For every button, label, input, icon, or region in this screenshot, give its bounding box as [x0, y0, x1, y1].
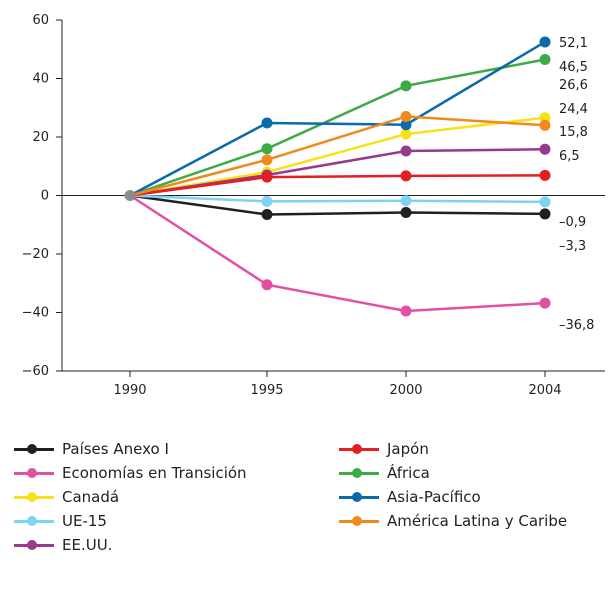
y-tick-label: 0	[41, 189, 49, 204]
legend-label: Asia-Pacífico	[387, 488, 481, 506]
y-tick-label: −40	[22, 306, 49, 321]
legend-item: EE.UU.	[12, 534, 112, 556]
legend-label: Canadá	[62, 488, 120, 506]
legend-item: Canadá	[12, 486, 119, 508]
chart-legend: Países Anexo I Economías en Transición Can…	[0, 438, 611, 588]
data-point	[400, 305, 412, 317]
data-point	[539, 36, 551, 48]
series-line	[129, 58, 546, 197]
series-line	[129, 148, 546, 197]
data-point	[539, 53, 551, 65]
data-point	[539, 208, 551, 220]
end-label: 52,1	[559, 36, 588, 51]
x-tick-label: 1990	[113, 383, 146, 398]
y-tick-label: 40	[32, 72, 49, 87]
end-label: 6,5	[559, 149, 580, 164]
legend-marker-icon	[12, 438, 56, 460]
data-point	[400, 80, 412, 92]
data-point	[539, 169, 551, 181]
series-6	[129, 53, 551, 197]
series-line	[129, 116, 546, 197]
y-tick-label: 60	[32, 13, 49, 28]
data-point	[539, 297, 551, 309]
legend-label: América Latina y Caribe	[387, 512, 568, 530]
end-label: –3,3	[559, 239, 586, 254]
end-label: 24,4	[559, 102, 588, 117]
end-value-labels: –3,3 –36,8 26,6 –0,9 15,8 6,5 46,5 52,1 24,4	[559, 36, 594, 333]
legend-marker-icon	[12, 486, 56, 508]
y-axis-ticks: 60 40 20 0 −20 −40 −60	[22, 13, 62, 379]
x-tick-label: 2004	[528, 383, 561, 398]
data-point	[539, 119, 551, 131]
series-line	[129, 194, 546, 204]
series-line	[129, 115, 546, 197]
data-point	[400, 111, 412, 123]
series-line	[129, 40, 546, 197]
data-point	[400, 206, 412, 218]
end-label: 26,6	[559, 78, 588, 93]
legend-label: UE-15	[62, 512, 107, 530]
data-point	[261, 209, 273, 221]
legend-marker-icon	[12, 534, 56, 556]
data-point	[539, 112, 551, 124]
data-point	[261, 143, 273, 155]
legend-item: Japón	[337, 438, 429, 460]
legend-marker-icon	[12, 462, 56, 484]
origin-point	[124, 190, 136, 201]
data-point	[261, 279, 273, 291]
data-point	[261, 171, 273, 183]
legend-marker-icon	[12, 510, 56, 532]
series-line	[129, 194, 546, 216]
y-tick-label: −20	[22, 247, 49, 262]
data-point	[400, 119, 412, 131]
data-point	[400, 145, 412, 157]
data-point	[261, 117, 273, 129]
x-tick-label: 1995	[250, 383, 283, 398]
x-tick-label: 2000	[389, 383, 422, 398]
legend-item: Economías en Transición	[12, 462, 247, 484]
legend-label: EE.UU.	[62, 536, 113, 554]
data-point	[539, 143, 551, 155]
legend-label: Países Anexo I	[62, 440, 169, 458]
y-tick-label: 20	[32, 130, 49, 145]
legend-marker-icon	[337, 510, 381, 532]
legend-item: UE-15	[12, 510, 107, 532]
y-tick-label: −60	[22, 364, 49, 379]
data-point	[261, 154, 273, 166]
end-label: 15,8	[559, 125, 588, 140]
data-point	[400, 170, 412, 182]
data-point	[400, 128, 412, 140]
legend-label: África	[387, 464, 430, 482]
legend-marker-icon	[337, 438, 381, 460]
legend-item: Países Anexo I	[12, 438, 169, 460]
data-point	[261, 195, 273, 207]
series-1	[129, 194, 551, 317]
legend-item: África	[337, 462, 430, 484]
series-7	[129, 36, 551, 197]
legend-label: Economías en Transición	[62, 464, 247, 482]
legend-item: Asia-Pacífico	[337, 486, 481, 508]
end-label: –0,9	[559, 215, 586, 230]
legend-label: Japón	[387, 440, 429, 458]
series-8	[129, 111, 551, 197]
x-axis-ticks: 1990 1995 2000 2004	[113, 371, 562, 398]
series-5	[129, 169, 551, 197]
end-label: –36,8	[559, 318, 594, 333]
legend-marker-icon	[337, 486, 381, 508]
end-label: 46,5	[559, 60, 588, 75]
series-line	[129, 174, 546, 197]
series-line	[129, 194, 546, 313]
data-point	[539, 196, 551, 208]
chart-series	[124, 36, 551, 317]
legend-item: América Latina y Caribe	[337, 510, 567, 532]
series-0	[129, 194, 551, 221]
series-3	[129, 194, 551, 208]
data-point	[400, 195, 412, 207]
legend-marker-icon	[337, 462, 381, 484]
